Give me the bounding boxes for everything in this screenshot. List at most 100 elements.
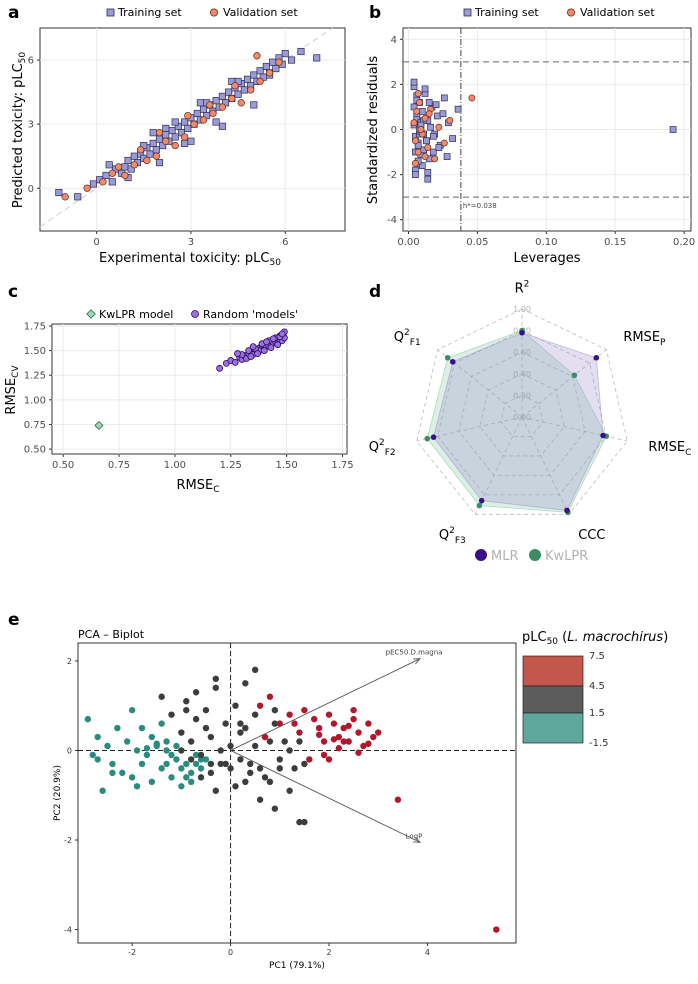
panel-c-random-model-point xyxy=(216,364,224,372)
pca-point-high xyxy=(256,702,264,709)
panel-b-training-point xyxy=(418,162,426,169)
panel-c-y-tick-label: 1.75 xyxy=(24,321,46,332)
pca-point-low xyxy=(202,756,210,763)
pca-point-low xyxy=(89,751,96,759)
radar-grid-label: 0.00 xyxy=(513,413,531,422)
panel-a-training-point xyxy=(102,171,110,179)
panel-c-x-tick-label: 1.50 xyxy=(276,460,298,471)
panel-a-training-point xyxy=(287,56,296,64)
radar-point-mlr xyxy=(478,497,485,504)
pca-point-mid xyxy=(251,666,259,674)
panel-a-frame xyxy=(39,27,346,232)
panel-b-training-point xyxy=(424,175,432,183)
panel-a-training-point xyxy=(181,118,189,126)
pca-point-mid xyxy=(187,756,195,763)
panel-a-points xyxy=(55,47,321,201)
panel-c-x-tick-label: 0.50 xyxy=(52,460,74,471)
pca-point-low xyxy=(197,756,205,763)
pca-point-high xyxy=(325,711,333,718)
radar-spoke xyxy=(521,416,570,515)
panel-b-points xyxy=(410,78,677,183)
panel-a-training-point xyxy=(74,193,82,201)
pca-point-high xyxy=(340,738,347,745)
panel-c-y-tick-label: 1.25 xyxy=(24,371,46,382)
panel-a-validation-point xyxy=(256,77,264,86)
colorbar-break-3: 1.5 xyxy=(589,708,605,719)
panel-b-validation-point xyxy=(421,153,429,161)
pca-point-mid xyxy=(286,787,293,794)
radar-area-kwlpr xyxy=(426,330,607,513)
panel-a-training-point xyxy=(199,105,208,113)
pca-point-low xyxy=(94,733,101,741)
legend-mlr-marker xyxy=(475,549,487,561)
colorbar-break-2: 4.5 xyxy=(589,681,605,692)
pca-arrow-label: pEC50.D.magna xyxy=(386,649,443,657)
panel-a-x-axis-label: Experimental toxicity: pLC50 xyxy=(99,251,281,268)
pca-point-mid xyxy=(271,706,279,714)
panel-b-leverage-threshold-label: h*=0.038 xyxy=(463,202,497,210)
pca-point-mid xyxy=(202,724,210,732)
panel-c-random-model-point xyxy=(234,350,241,357)
panel-a-ticks: 0 3 6 0 3 6 xyxy=(28,56,289,248)
panel-b-ticks: 0.00 0.05 0.10 0.15 0.20 -4 -2 0 2 4 xyxy=(387,35,695,248)
panel-b-y-tick-label: -4 xyxy=(387,215,397,226)
pca-point-mid xyxy=(207,733,215,741)
pca-point-mid xyxy=(217,760,224,768)
panel-c-random-model-point xyxy=(278,330,286,338)
panel-e-loading-arrows: pEC50.D.magna LogP xyxy=(230,649,443,843)
pca-point-low xyxy=(114,724,121,732)
pca-point-high xyxy=(330,720,338,727)
panel-c-x-tick-label: 0.75 xyxy=(108,460,130,471)
radar-axis-label: Q2F2 xyxy=(369,438,396,458)
pca-point-mid xyxy=(217,747,224,754)
pca-arrow-head xyxy=(413,836,422,843)
panel-c-y-axis-label: RMSECV xyxy=(4,365,21,415)
panel-a-training-point xyxy=(155,159,164,167)
panel-a-training-point xyxy=(184,124,192,132)
pca-point-mid xyxy=(232,783,239,790)
radar-point-kwlpr xyxy=(476,502,483,509)
panel-e-x-axis-label: PC1 (79.1%) xyxy=(269,961,325,971)
colorbar-break-4: -1.5 xyxy=(589,738,609,749)
pca-point-high xyxy=(340,724,347,732)
pca-point-mid xyxy=(197,751,205,759)
panel-a-validation-point xyxy=(152,152,160,160)
pca-point-high xyxy=(365,740,372,747)
pca-y-tick-label: 0 xyxy=(67,746,72,755)
panel-b-validation-point xyxy=(431,155,439,163)
pca-point-mid xyxy=(183,698,190,705)
panel-b-x-tick-label: 0.00 xyxy=(397,237,419,248)
pca-point-low xyxy=(168,751,175,759)
radar-spoke xyxy=(416,416,523,442)
pca-x-tick-label: 0 xyxy=(228,948,233,957)
radar-grid-ring xyxy=(479,373,565,457)
panel-a-validation-point xyxy=(121,171,129,180)
pca-point-low xyxy=(148,733,156,741)
panel-b-y-tick-label: 2 xyxy=(391,80,397,91)
pca-point-high xyxy=(311,715,318,723)
panel-b-training-point xyxy=(429,132,437,140)
pca-point-low xyxy=(133,783,141,790)
pca-point-mid xyxy=(266,778,274,786)
panel-b-validation-point xyxy=(440,139,448,147)
pca-point-mid xyxy=(291,765,298,772)
legend-random-label: Random 'models' xyxy=(203,308,298,321)
pca-point-low xyxy=(197,765,205,772)
panel-a-training-point xyxy=(240,86,248,94)
pca-y-tick-label: -2 xyxy=(64,836,72,845)
pca-point-low xyxy=(173,756,180,763)
panel-c-random-model-point xyxy=(245,347,253,354)
pca-point-mid xyxy=(178,747,185,754)
panel-a-training-point xyxy=(313,54,321,62)
pca-point-mid xyxy=(266,738,274,745)
pca-point-mid xyxy=(227,765,234,772)
panel-a-training-point xyxy=(168,127,176,135)
pca-point-low xyxy=(138,760,146,768)
panel-label-a: a xyxy=(8,3,19,23)
panel-a-validation-point xyxy=(171,141,179,150)
pca-point-mid xyxy=(301,760,308,768)
panel-a-training-point xyxy=(212,97,220,105)
panel-a-validation-point xyxy=(237,99,245,107)
panel-e-y-axis-label: PC2 (20.9%) xyxy=(53,765,63,821)
legend-random-marker xyxy=(191,310,199,318)
